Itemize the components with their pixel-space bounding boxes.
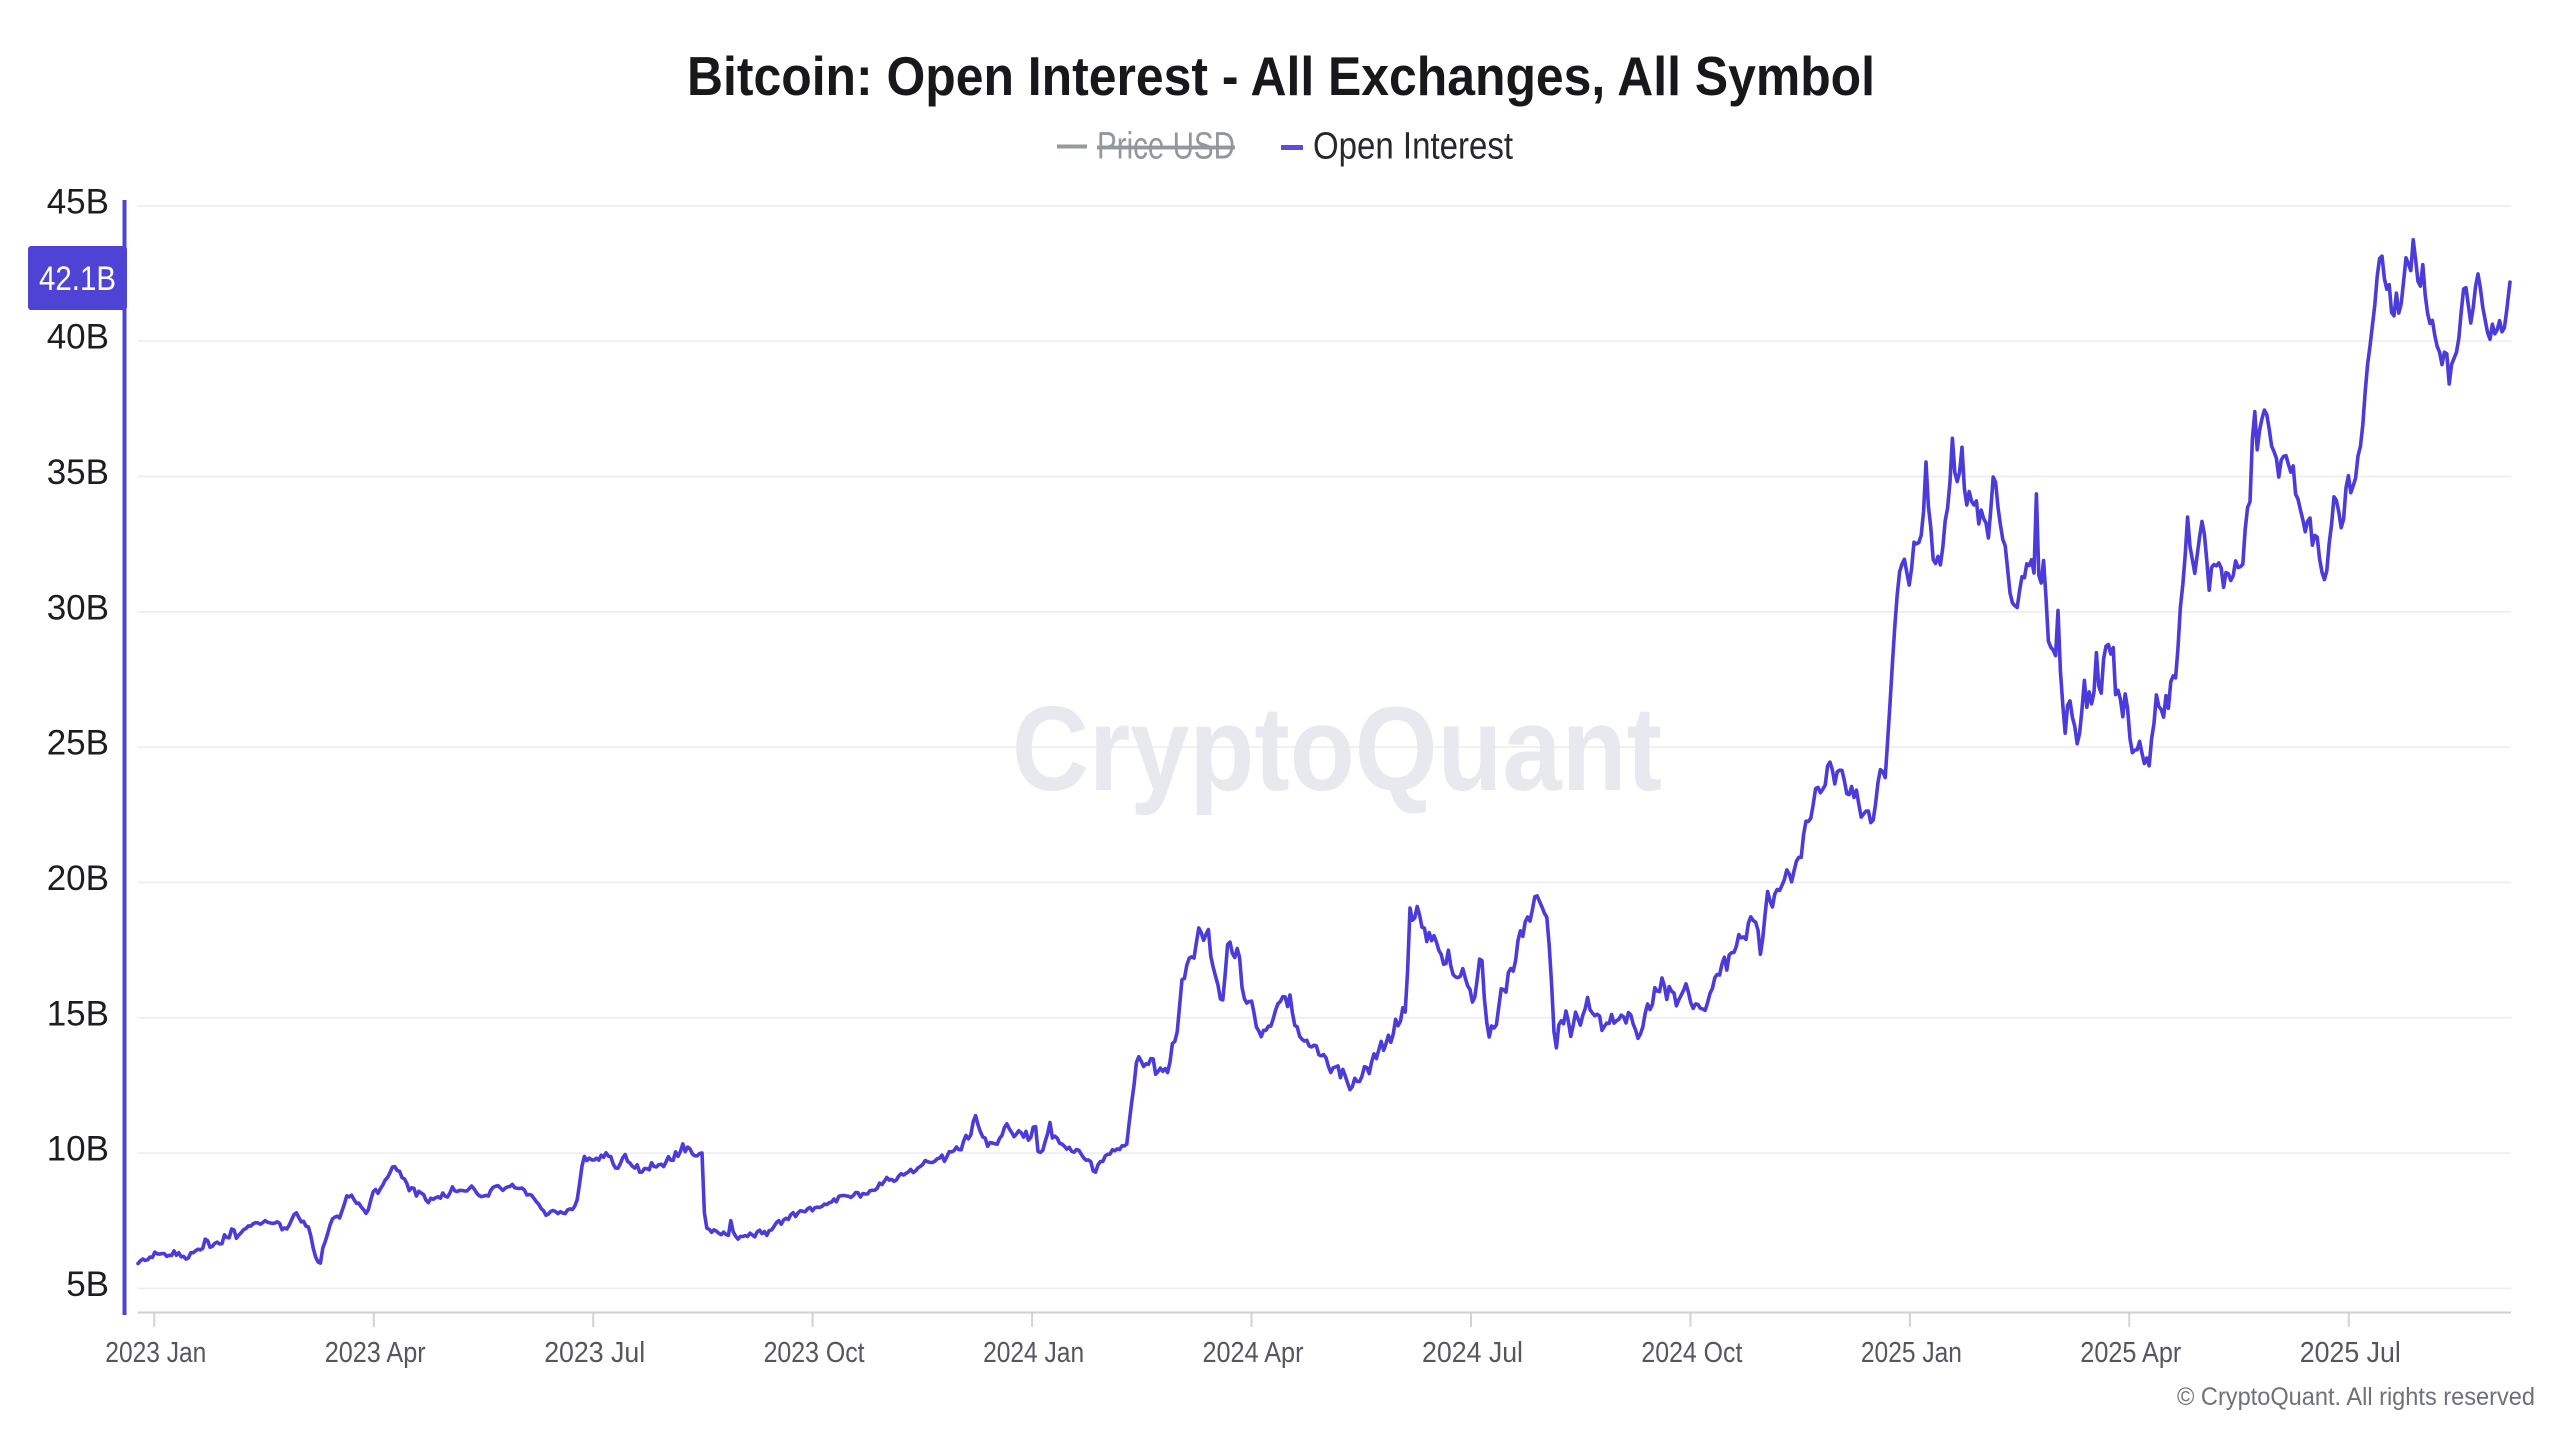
svg-text:Open Interest: Open Interest [1313, 126, 1513, 168]
svg-text:2024 Jan: 2024 Jan [983, 1337, 1084, 1369]
svg-text:40B: 40B [47, 318, 109, 357]
svg-text:15B: 15B [47, 994, 109, 1033]
svg-text:10B: 10B [47, 1130, 109, 1169]
svg-text:2024 Jul: 2024 Jul [1422, 1337, 1523, 1369]
svg-text:Price USD: Price USD [1097, 126, 1235, 168]
svg-text:© CryptoQuant. All rights rese: © CryptoQuant. All rights reserved [2177, 1383, 2535, 1411]
svg-text:2024 Oct: 2024 Oct [1641, 1337, 1742, 1369]
svg-text:2023 Jul: 2023 Jul [544, 1337, 645, 1369]
svg-text:2024 Apr: 2024 Apr [1203, 1337, 1304, 1369]
svg-text:CryptoQuant: CryptoQuant [1012, 682, 1662, 816]
svg-text:25B: 25B [47, 724, 109, 763]
svg-text:2023 Jan: 2023 Jan [105, 1337, 206, 1369]
svg-text:2023 Apr: 2023 Apr [325, 1337, 426, 1369]
svg-text:45B: 45B [47, 182, 109, 221]
svg-text:35B: 35B [47, 453, 109, 492]
svg-text:42.1B: 42.1B [39, 260, 116, 298]
svg-text:5B: 5B [66, 1265, 109, 1304]
svg-text:2025 Jul: 2025 Jul [2300, 1337, 2401, 1369]
svg-text:2023 Oct: 2023 Oct [764, 1337, 865, 1369]
svg-text:2025 Jan: 2025 Jan [1861, 1337, 1962, 1369]
svg-text:Bitcoin: Open Interest - All E: Bitcoin: Open Interest - All Exchanges, … [687, 45, 1875, 107]
svg-text:30B: 30B [47, 588, 109, 627]
svg-text:20B: 20B [47, 859, 109, 898]
svg-text:2025 Apr: 2025 Apr [2080, 1337, 2181, 1369]
